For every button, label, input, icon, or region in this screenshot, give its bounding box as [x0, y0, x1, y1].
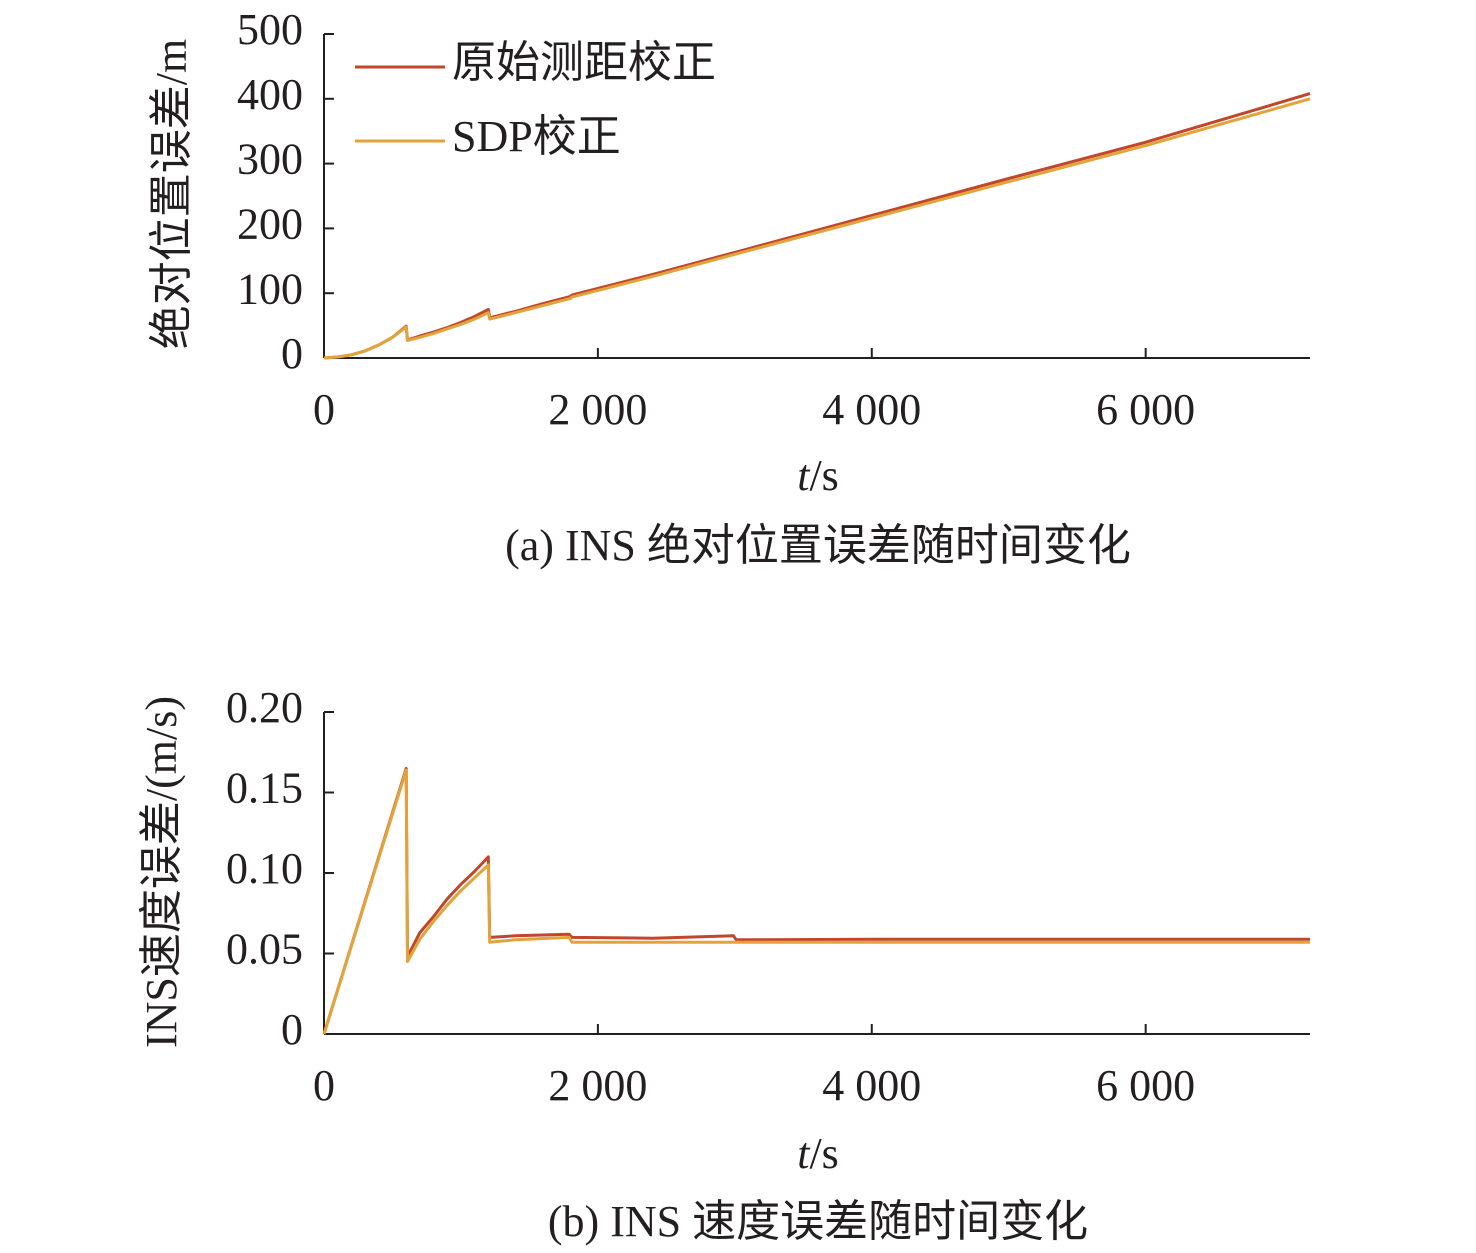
velocity-error-x-axis-title: t/s [797, 1129, 839, 1178]
position-error-x-axis-unit: /s [809, 451, 838, 500]
position-error-y-tick-label: 500 [237, 5, 303, 54]
velocity-error-series-raw-range-correction [322, 766, 1310, 1035]
position-error-x-tick-label: 2 000 [548, 385, 647, 434]
position-error-y-tick-label: 300 [237, 135, 303, 184]
position-error-y-tick-label: 200 [237, 199, 303, 248]
caption-a: (a) INS 绝对位置误差随时间变化 [505, 521, 1131, 570]
velocity-error-x-tick-label: 4 000 [822, 1061, 921, 1110]
velocity-error-y-tick-label: 0.10 [226, 844, 303, 893]
position-error-y-tick-label: 0 [281, 329, 303, 378]
position-error-x-axis-title: t/s [797, 451, 839, 500]
position-error-x-axis-variable: t [797, 451, 811, 500]
velocity-error-y-axis-title: INS速度误差/(m/s) [137, 696, 186, 1048]
velocity-error-series-sdp-correction [322, 768, 1310, 1035]
velocity-error-x-axis-unit: /s [809, 1129, 838, 1178]
caption-b: (b) INS 速度误差随时间变化 [548, 1197, 1088, 1246]
position-error-series-layer [323, 92, 1311, 360]
velocity-error-y-tick-label: 0.20 [226, 683, 303, 732]
position-error-axes: 0 100 200 300 400 500 0 2 000 4 000 6 000 [237, 5, 1310, 434]
velocity-error-axes: 0 0.05 0.10 0.15 0.20 0 2 000 4 000 6 000 [226, 683, 1310, 1110]
velocity-error-series-layer [322, 766, 1310, 1035]
position-error-series-sdp-correction [323, 97, 1311, 360]
velocity-error-x-tick-label: 2 000 [548, 1061, 647, 1110]
position-error-y-tick-label: 100 [237, 264, 303, 313]
position-error-x-tick-label: 6 000 [1096, 385, 1195, 434]
position-error-x-tick-label: 0 [313, 385, 335, 434]
velocity-error-x-axis-variable: t [797, 1129, 811, 1178]
velocity-error-x-tick-label: 6 000 [1096, 1061, 1195, 1110]
velocity-error-chart: 0 0.05 0.10 0.15 0.20 0 2 000 4 000 6 000 INS速度误… [137, 683, 1310, 1246]
position-error-chart: 0 100 200 300 400 500 0 2 000 4 000 6 000 绝对位置误差/… [147, 5, 1311, 570]
position-error-x-tick-label: 4 000 [822, 385, 921, 434]
position-error-y-axis-title: 绝对位置误差/m [147, 39, 196, 349]
legend-label-sdp-correction: SDP校正 [452, 112, 621, 161]
legend-label-raw-range-correction: 原始测距校正 [452, 38, 716, 87]
position-error-y-tick-label: 400 [237, 70, 303, 119]
velocity-error-x-tick-label: 0 [313, 1061, 335, 1110]
velocity-error-y-tick-label: 0.05 [226, 925, 303, 974]
velocity-error-y-tick-label: 0.15 [226, 764, 303, 813]
legend: 原始测距校正 SDP校正 [355, 38, 716, 161]
velocity-error-y-tick-label: 0 [281, 1005, 303, 1054]
